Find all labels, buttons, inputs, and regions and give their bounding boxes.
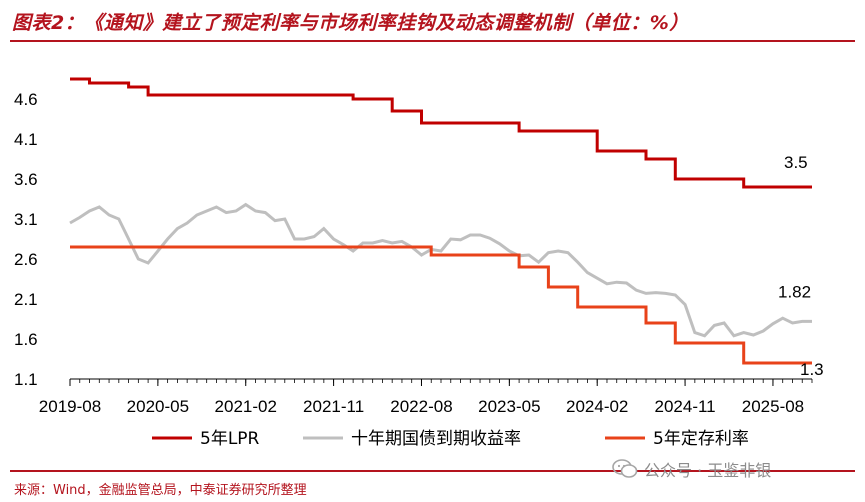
legend: 5年LPR 十年期国债到期收益率 5年定存利率 xyxy=(152,429,749,449)
end-labels: 3.5 1.82 1.3 xyxy=(778,153,824,379)
x-tick-label: 2023-05 xyxy=(478,397,540,416)
footer-divider xyxy=(10,470,855,472)
source-note: 来源：Wind，金融监管总局，中泰证券研究所整理 xyxy=(14,483,307,498)
end-value-label: 1.82 xyxy=(778,282,811,301)
x-axis: 2019-08 2020-05 2021-02 2021-11 2022-08 2023-… xyxy=(39,378,813,416)
y-tick-label: 1.1 xyxy=(14,370,38,389)
legend-label: 十年期国债到期收益率 xyxy=(351,429,521,449)
series-line-1 xyxy=(70,77,812,189)
series-line-3 xyxy=(70,245,812,365)
series-line-2 xyxy=(69,202,812,338)
y-tick-label: 3.6 xyxy=(14,170,38,189)
wechat-icon xyxy=(612,459,638,478)
end-value-label: 3.5 xyxy=(784,153,808,172)
x-tick-label: 2022-08 xyxy=(390,397,452,416)
watermark: 公众号 · 玉鉴非银 xyxy=(612,457,771,481)
y-tick-label: 3.1 xyxy=(14,210,38,229)
end-value-label: 1.3 xyxy=(800,360,824,379)
legend-label: 5年LPR xyxy=(200,429,260,449)
x-tick-label: 2021-11 xyxy=(303,397,364,416)
y-tick-label: 2.6 xyxy=(14,250,38,269)
y-tick-label: 1.6 xyxy=(14,330,38,349)
x-tick-label: 2024-02 xyxy=(566,397,628,416)
x-tick-label: 2025-08 xyxy=(742,397,804,416)
series-group xyxy=(69,77,812,365)
watermark-text: 公众号 · 玉鉴非银 xyxy=(644,461,772,480)
y-tick-label: 2.1 xyxy=(14,290,38,309)
chart-title: 图表2：《通知》建立了预定利率与市场利率挂钩及动态调整机制（单位：%） xyxy=(12,12,689,34)
x-tick-label: 2019-08 xyxy=(39,397,101,416)
x-tick-label: 2020-05 xyxy=(127,397,189,416)
y-tick-label: 4.1 xyxy=(14,130,38,149)
x-tick-label: 2021-02 xyxy=(215,397,277,416)
y-axis: 1.1 1.6 2.1 2.6 3.1 3.6 4.1 4.6 xyxy=(14,90,38,389)
x-tick-label: 2024-11 xyxy=(655,397,716,416)
line-chart: 1.11.62.12.63.13.64.14.6 2019-08 2020-05 2… xyxy=(14,77,824,449)
title-divider xyxy=(10,40,855,42)
legend-label: 5年定存利率 xyxy=(653,429,749,449)
y-tick-label: 4.6 xyxy=(14,90,38,109)
